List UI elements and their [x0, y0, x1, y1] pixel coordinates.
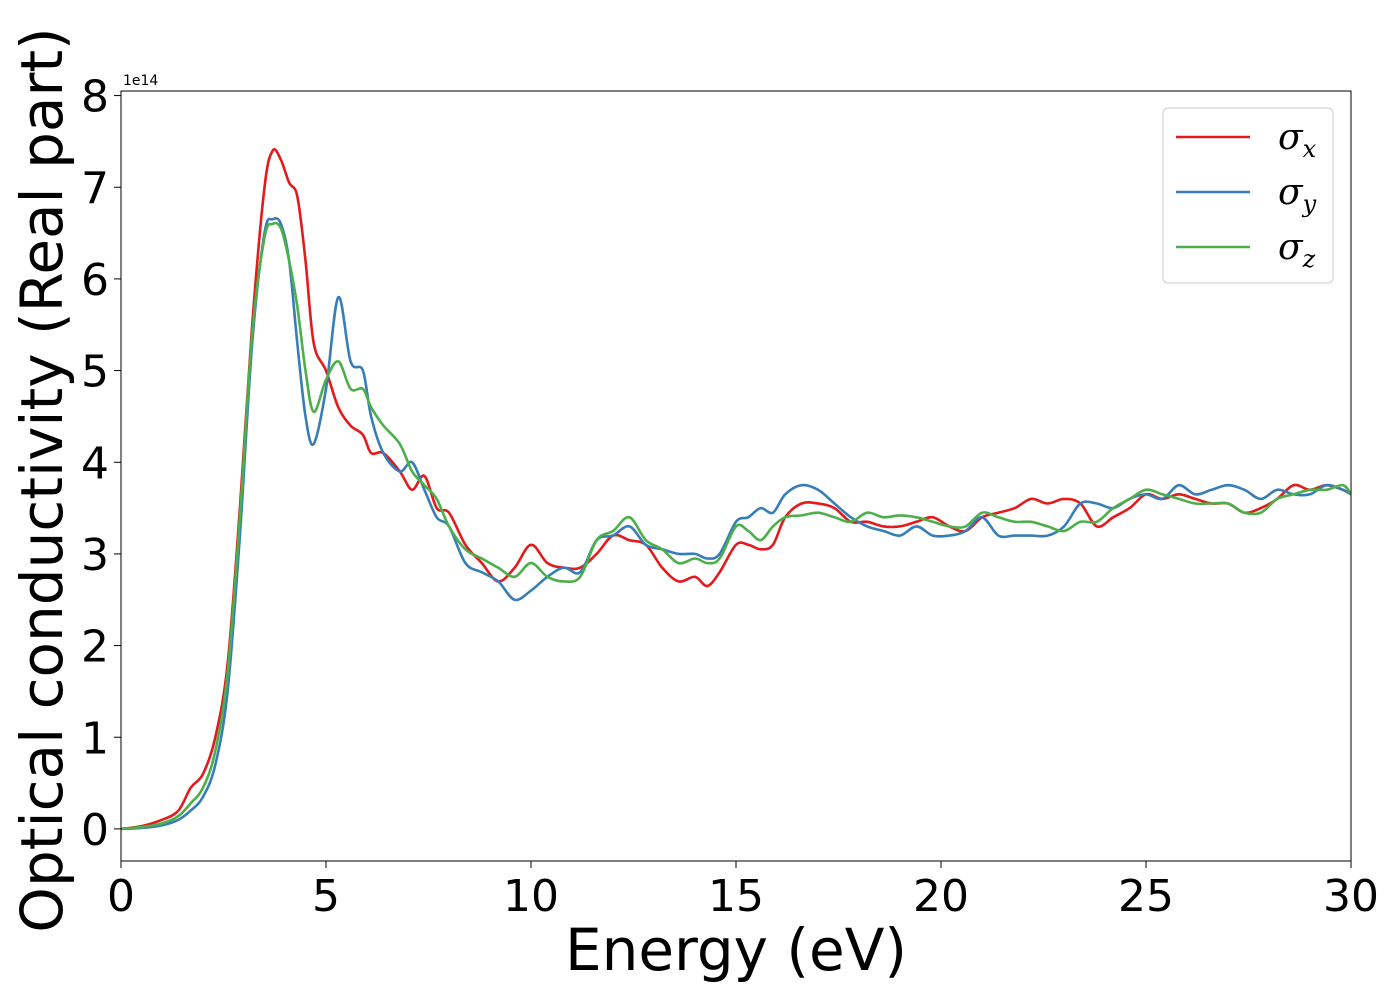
legend-box	[1162, 107, 1334, 284]
legend-label-y: σy	[1278, 172, 1317, 218]
legend-label-x: σx	[1278, 117, 1317, 163]
y-axis-title: Optical conductivity (Real part)	[8, 27, 76, 932]
legend: σx σy σz	[1162, 107, 1334, 284]
x-tick-label: 25	[1118, 871, 1174, 922]
x-tick-label: 5	[312, 871, 340, 922]
series-line-z	[121, 221, 1351, 831]
x-axis-title: Energy (eV)	[565, 916, 907, 984]
x-axis: 0 5 10 15 20 25 30	[107, 861, 1379, 922]
y-tick-label: 3	[81, 530, 109, 581]
y-tick-label: 8	[81, 72, 109, 123]
x-tick-label: 15	[708, 871, 764, 922]
x-tick-label: 0	[107, 871, 135, 922]
y-tick-label: 4	[81, 438, 109, 489]
x-tick-label: 20	[913, 871, 969, 922]
y-tick-label: 2	[81, 622, 109, 673]
x-tick-label: 30	[1323, 871, 1379, 922]
series-line-x	[121, 148, 1351, 831]
y-tick-label: 7	[81, 163, 109, 214]
y-offset-label: 1e14	[123, 73, 158, 89]
legend-label-z: σz	[1278, 227, 1316, 273]
y-tick-label: 5	[81, 347, 109, 398]
y-tick-label: 6	[81, 255, 109, 306]
y-axis: 0 1 2 3 4 5 6 7 8	[81, 72, 121, 856]
y-tick-label: 0	[81, 805, 109, 856]
series-layer	[121, 148, 1351, 831]
y-tick-label: 1	[81, 713, 109, 764]
x-tick-label: 10	[503, 871, 559, 922]
